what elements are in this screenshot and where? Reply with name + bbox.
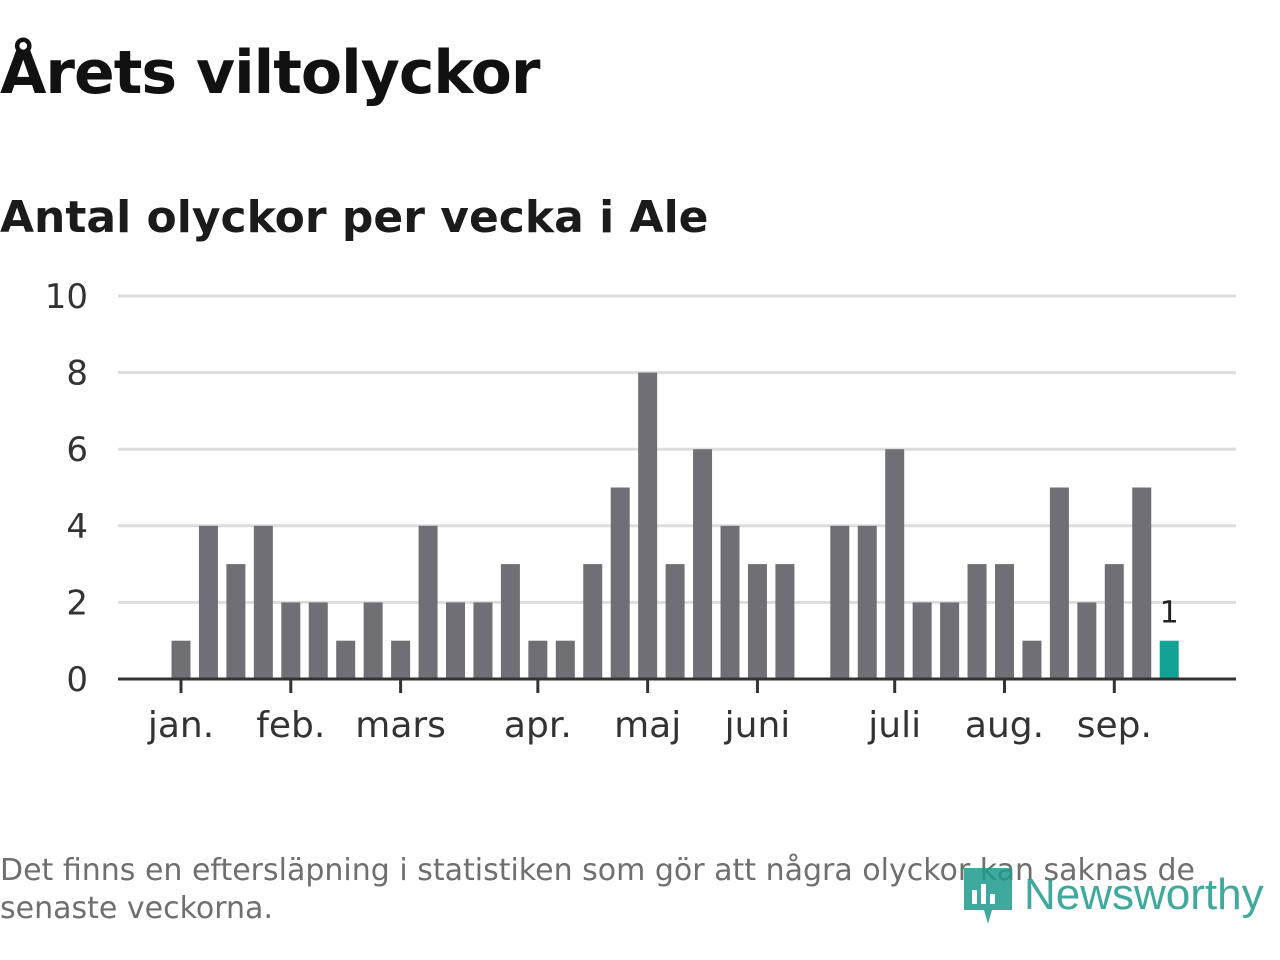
bar [967,564,987,679]
bar [693,449,713,679]
chart-subtitle: Antal olyckor per vecka i Ale [0,192,709,243]
bar [226,564,246,679]
bar [500,564,520,679]
bar [336,640,356,679]
x-tick-label: sep. [1077,705,1152,746]
bar [638,372,658,679]
y-tick-label: 8 [66,354,88,394]
bar [1077,602,1097,679]
newsworthy-logo-icon [964,868,1012,924]
bar [912,602,932,679]
x-tick-label: juni [724,705,791,746]
data-label: 1 [1160,596,1179,631]
bar [830,525,850,679]
y-tick-label: 2 [66,583,88,623]
y-tick-label: 10 [45,277,88,317]
newsworthy-logo: Newsworthy [962,860,1264,930]
y-tick-label: 6 [66,430,88,470]
bar [583,564,603,679]
bar [391,640,411,679]
bar [1132,487,1152,679]
bar-chart: 0 2 4 6 8 10 1 jan. feb. mars apr. maj juni juli aug. s… [45,277,1236,746]
bar [1104,564,1124,679]
bar [610,487,630,679]
x-tick-label: aug. [965,705,1044,746]
bar [198,525,218,679]
bar [720,525,740,679]
bar [528,640,548,679]
y-tick-label: 0 [66,660,88,700]
highlight-bar [1159,640,1179,679]
bar [473,602,493,679]
bar [940,602,960,679]
x-tick-label: juli [867,705,921,746]
x-tick-label: jan. [147,705,214,746]
bar [665,564,685,679]
brand-name: Newsworthy [1024,870,1264,919]
bar [253,525,273,679]
bar [363,602,383,679]
bar [171,640,191,679]
chart-title: Årets viltolyckor [0,38,540,108]
bar [1022,640,1042,679]
x-tick-label: mars [355,705,446,746]
x-tick-label: feb. [256,705,325,746]
x-tick-label: maj [614,705,681,746]
bar [747,564,767,679]
bar [555,640,575,679]
x-tick-label: apr. [504,705,572,746]
bar [995,564,1014,679]
bar [281,602,301,679]
bar [446,602,465,679]
bar [418,525,438,679]
bar [857,525,877,679]
bar [308,602,328,679]
bar [885,449,905,679]
y-tick-label: 4 [66,507,88,547]
bar [775,564,795,679]
bar [1049,487,1069,679]
